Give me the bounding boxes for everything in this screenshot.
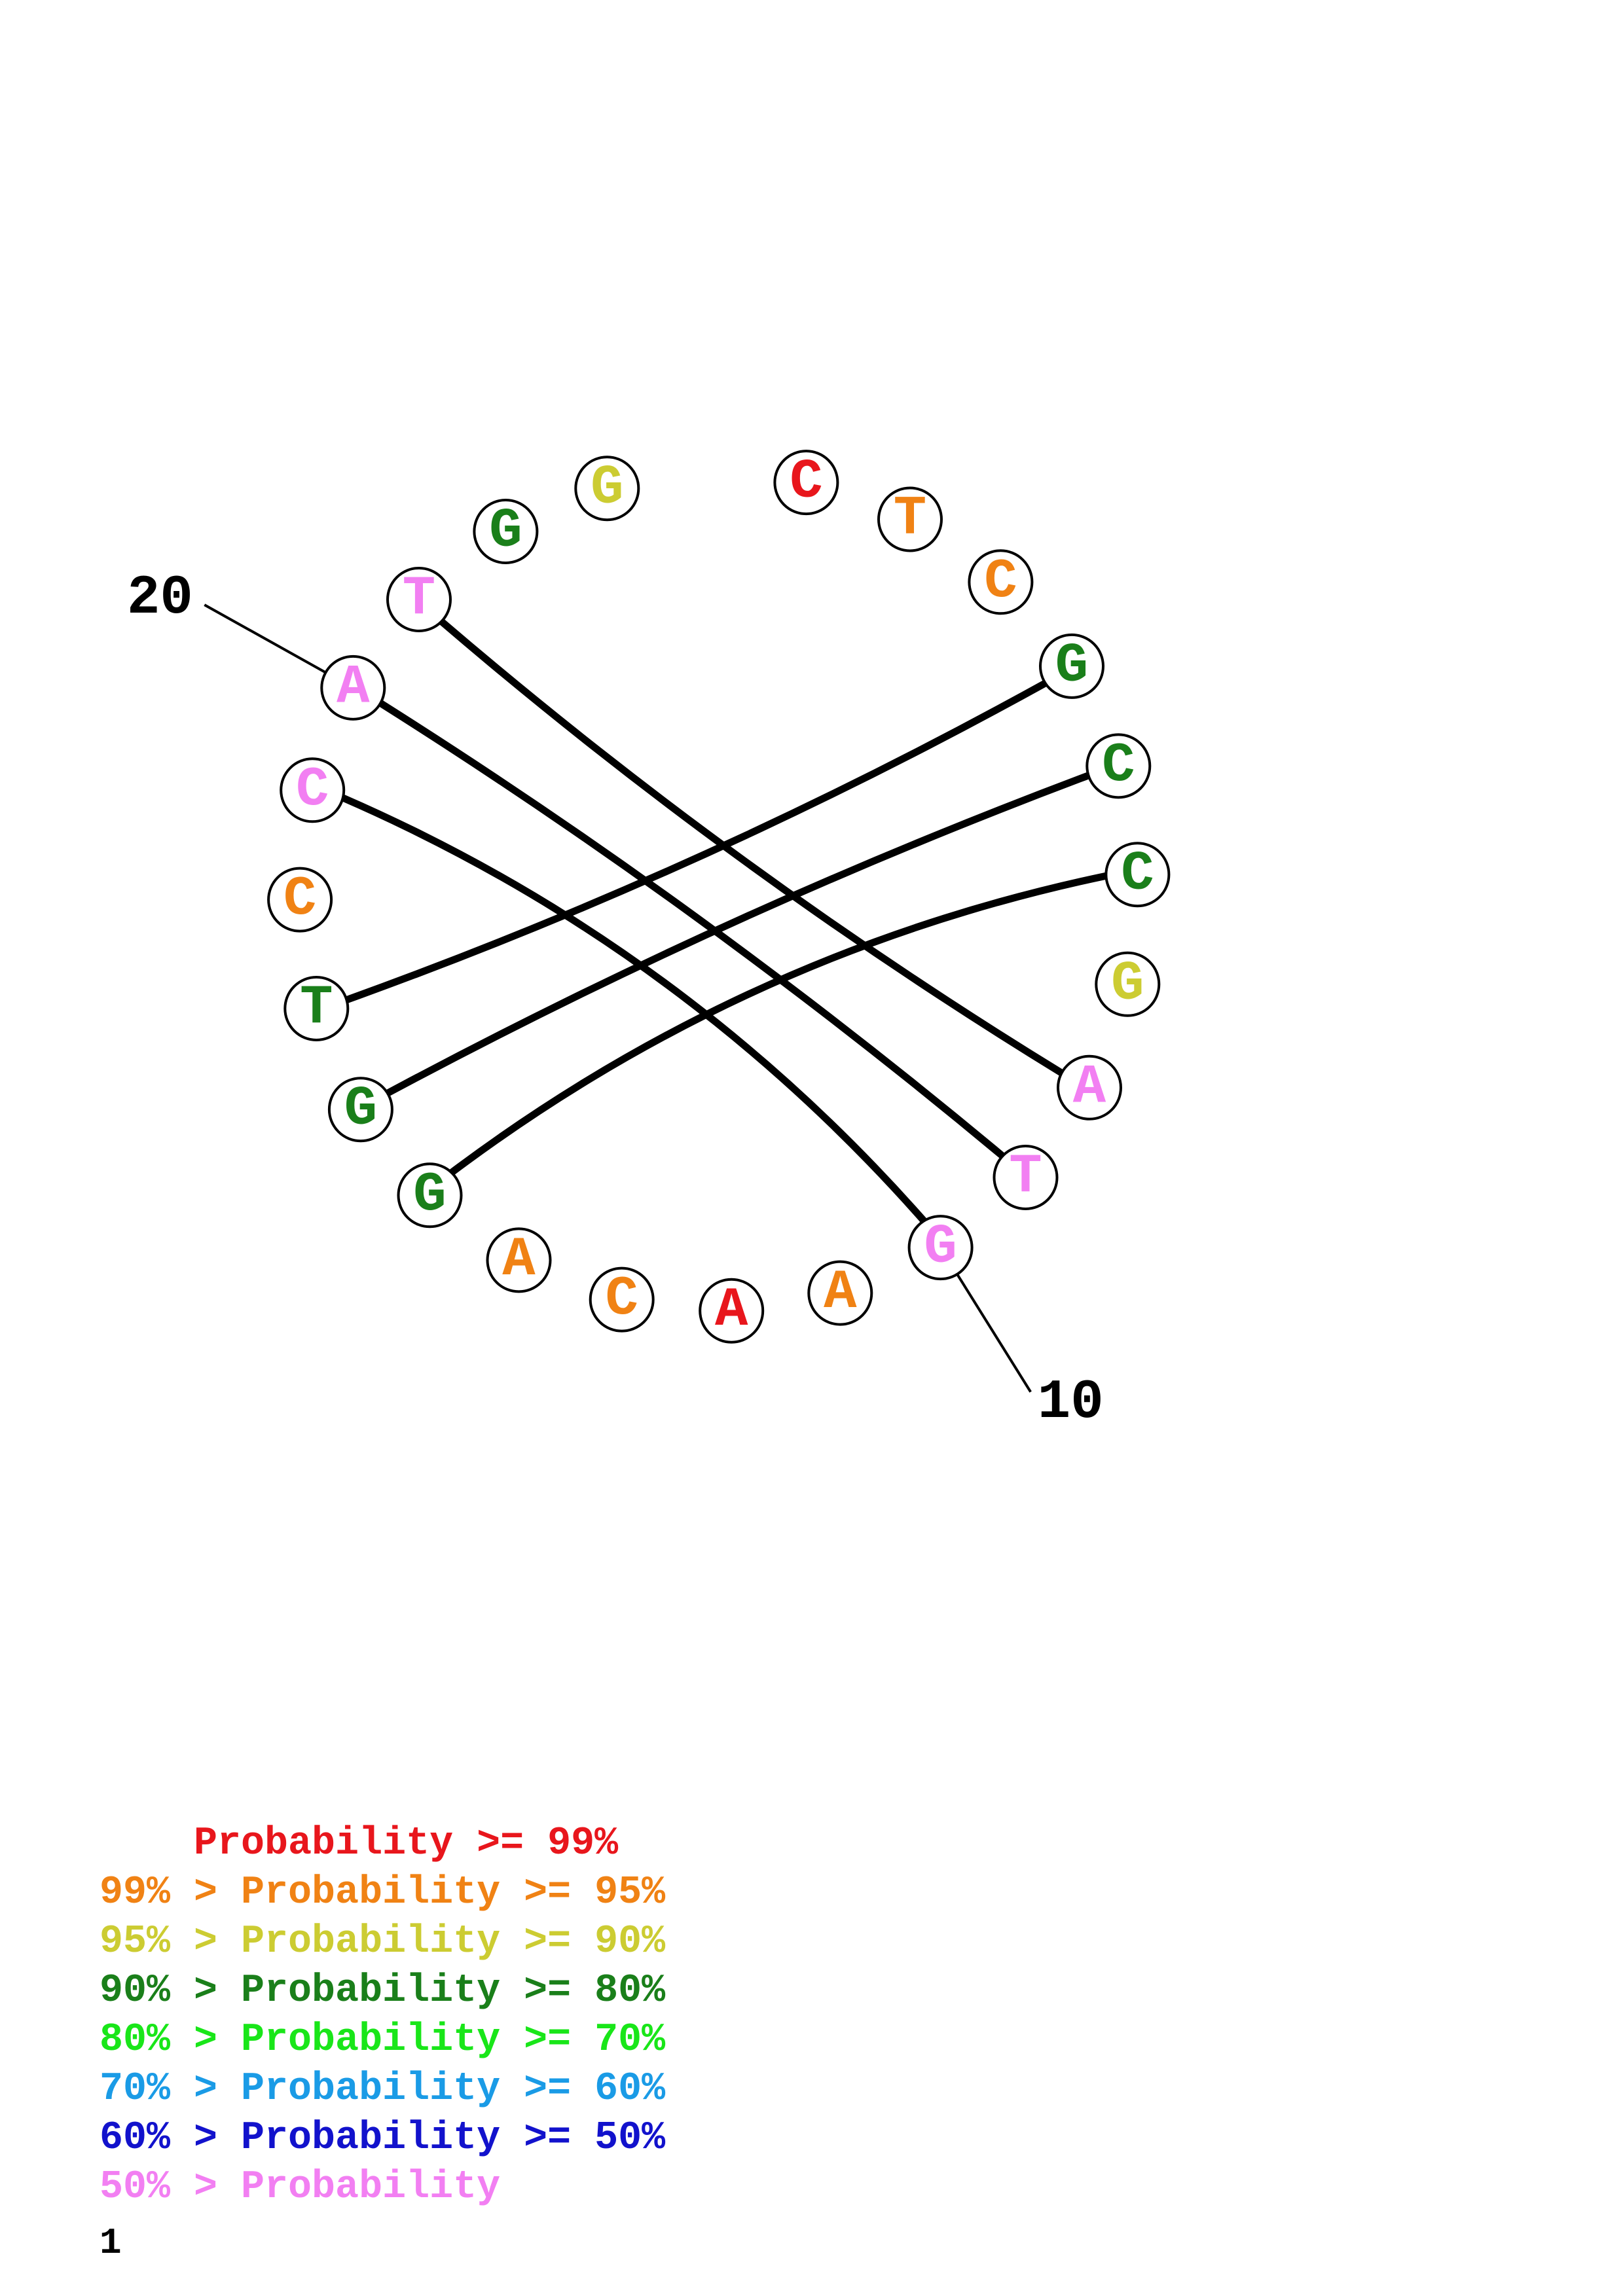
nucleotide-8: A: [1057, 1054, 1122, 1121]
nucleotide-letter: T: [300, 978, 333, 1040]
nucleotide-letter: C: [790, 452, 822, 514]
nucleotide-letter: C: [283, 869, 316, 931]
page-number: 1: [100, 2222, 122, 2264]
nucleotide-23: G: [574, 456, 640, 522]
base-pair-8-21: [437, 618, 1065, 1077]
legend-entry-8: 50% > Probability: [100, 2165, 501, 2210]
nucleotide-letter: T: [1009, 1147, 1042, 1209]
nucleotide-letter: C: [605, 1268, 638, 1331]
nucleotide-circle: [1039, 633, 1104, 699]
nucleotide-circle: [327, 1077, 393, 1143]
nucleotide-letter: G: [1055, 635, 1088, 697]
nucleotide-10: G: [907, 1215, 974, 1281]
base-pair-9-20: [376, 699, 1006, 1160]
nucleotide-2: T: [877, 486, 943, 552]
nucleotide-7: G: [1095, 951, 1161, 1017]
nucleotide-11: A: [807, 1260, 873, 1326]
nucleotide-circle: [320, 655, 386, 721]
nucleotide-circle: [280, 757, 346, 823]
probability-legend: Probability >= 99% 99% > Probability >= 9…: [100, 1820, 665, 2212]
nucleotide-21: T: [386, 567, 452, 632]
nucleotide-20: A: [320, 655, 386, 721]
nucleotide-circle: [877, 486, 943, 552]
nucleotide-letter: T: [403, 569, 435, 631]
nucleotide-letter: G: [344, 1079, 377, 1141]
nucleotide-letter: G: [591, 457, 623, 520]
index-label-10: 10: [1038, 1372, 1104, 1434]
nucleotide-letter: C: [296, 759, 329, 821]
nucleotide-22: G: [473, 499, 539, 564]
nucleotide-circle: [486, 1227, 552, 1293]
nucleotide-letter: A: [502, 1229, 536, 1291]
nucleotide-19: C: [280, 757, 346, 823]
nucleotide-circle: [574, 456, 640, 522]
nucleotide-letter: C: [984, 551, 1017, 613]
nucleotide-letter: G: [1111, 953, 1144, 1015]
index-tick-20: [204, 603, 327, 674]
nucleotide-letter: G: [413, 1164, 446, 1227]
base-pair-10-19: [339, 794, 928, 1225]
legend-entry-2: 99% > Probability >= 95%: [100, 1871, 666, 1915]
nucleotide-letter: G: [924, 1217, 957, 1279]
index-labels: 10 20: [127, 567, 1104, 1434]
index-tick-lines: [204, 603, 1032, 1393]
nucleotide-circle: [968, 549, 1034, 615]
legend-entry-5: 80% > Probability >= 70%: [100, 2018, 666, 2062]
nucleotide-circle: [283, 976, 350, 1041]
nucleotide-letter: A: [1073, 1056, 1106, 1119]
legend-entry-3: 95% > Probability >= 90%: [100, 1920, 666, 1964]
nucleotide-letter: C: [1102, 735, 1135, 797]
nucleotide-circle: [699, 1278, 765, 1344]
nucleotide-3: C: [968, 549, 1034, 615]
nucleotide-circle: [993, 1145, 1059, 1210]
nucleotide-letter: T: [894, 488, 926, 550]
base-pair-6-15: [448, 872, 1110, 1177]
nucleotide-18: C: [267, 867, 333, 933]
nucleotide-13: C: [589, 1266, 655, 1333]
nucleotide-15: G: [397, 1162, 463, 1229]
base-pair-4-17: [342, 679, 1049, 1004]
nucleotide-1: C: [773, 450, 839, 516]
nucleotide-letter: A: [824, 1262, 857, 1324]
nucleotide-16: G: [327, 1077, 393, 1143]
nucleotide-circle: [473, 499, 539, 564]
nucleotide-circle: [1104, 842, 1171, 908]
nucleotide-4: G: [1039, 633, 1104, 699]
nucleotide-letter: G: [489, 501, 522, 563]
nucleotide-12: A: [699, 1278, 765, 1344]
legend-entry-7: 60% > Probability >= 50%: [100, 2116, 666, 2161]
nucleotide-letter: C: [1121, 844, 1154, 906]
nucleotide-5: C: [1085, 733, 1152, 799]
nucleotide-letter: A: [337, 656, 370, 719]
nucleotide-circle: [1085, 733, 1152, 799]
legend-entry-6: 70% > Probability >= 60%: [100, 2067, 666, 2111]
legend-entry-1: Probability >= 99%: [100, 1821, 619, 1866]
legend-entry-4: 90% > Probability >= 80%: [100, 1969, 666, 2013]
nucleotide-9: T: [993, 1145, 1059, 1210]
nucleotide-17: T: [283, 976, 350, 1041]
nucleotide-circle: [386, 567, 452, 632]
nucleotide-circle: [589, 1266, 655, 1333]
nucleotide-circle: [1057, 1054, 1122, 1121]
nucleotide-letter: A: [715, 1280, 748, 1342]
nucleotide-circle: [267, 867, 333, 933]
index-label-20: 20: [127, 567, 193, 630]
nucleotide-circle: [773, 450, 839, 516]
base-pair-5-16: [384, 772, 1093, 1097]
nucleotide-6: C: [1104, 842, 1171, 908]
index-tick-10: [956, 1273, 1032, 1393]
nucleotide-14: A: [486, 1227, 552, 1293]
nucleotide-circle: [907, 1215, 974, 1281]
base-pair-lines: [339, 618, 1110, 1225]
nucleotide-circle: [807, 1260, 873, 1326]
nucleotide-circle: [1095, 951, 1161, 1017]
nucleotide-circle: [397, 1162, 463, 1229]
